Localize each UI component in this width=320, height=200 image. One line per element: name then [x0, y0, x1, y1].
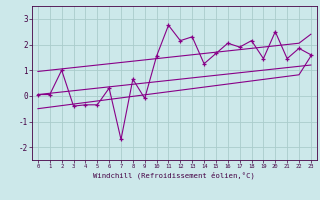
X-axis label: Windchill (Refroidissement éolien,°C): Windchill (Refroidissement éolien,°C): [93, 172, 255, 179]
